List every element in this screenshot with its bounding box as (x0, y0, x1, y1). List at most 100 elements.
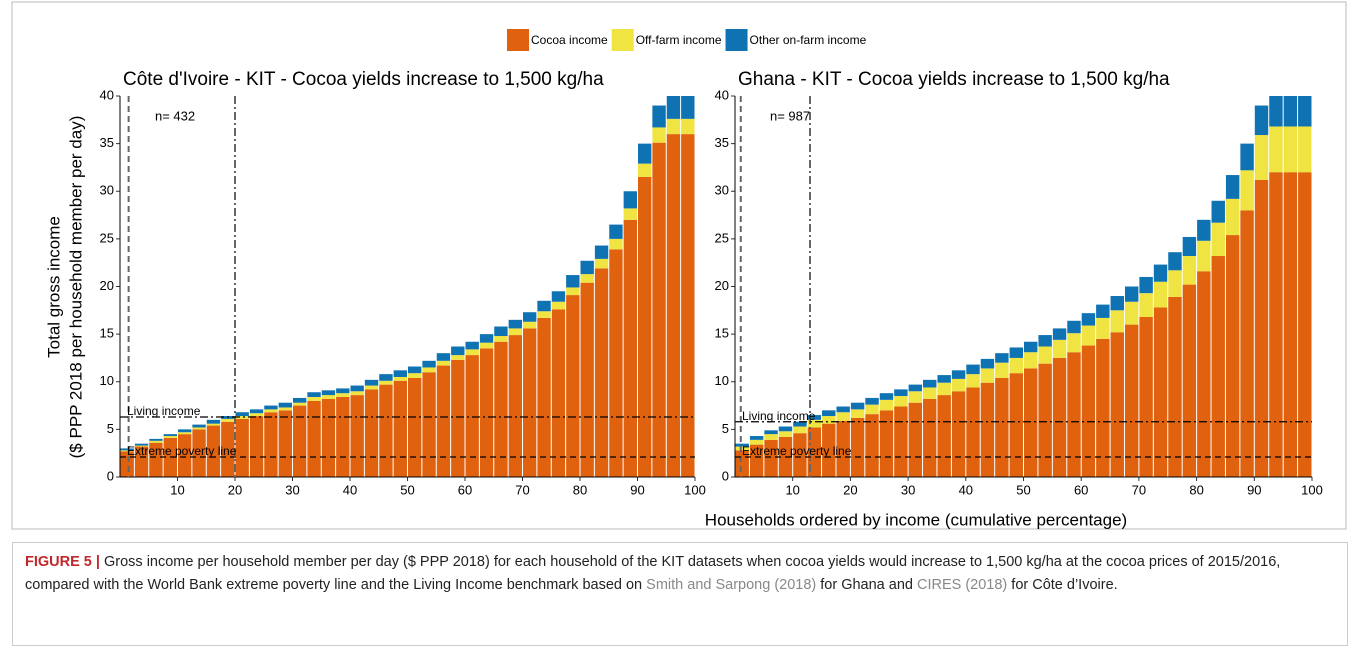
bar-segment (422, 360, 436, 368)
bar-segment (350, 395, 364, 477)
bar-segment (408, 366, 422, 374)
bar-segment (451, 359, 465, 477)
bar-segment (995, 362, 1009, 378)
caption-reference: Smith and Sarpong (2018) (646, 577, 817, 593)
x-tick-label: 50 (1016, 482, 1030, 497)
bar-segment (221, 421, 235, 477)
bar-segment (551, 301, 566, 310)
bar-segment (1153, 264, 1168, 282)
bar-segment (206, 419, 221, 424)
bar-segment (235, 412, 249, 417)
bar-segment (764, 430, 778, 435)
bar-segment (206, 423, 221, 426)
bar-segment (321, 395, 336, 399)
y-tick-label: 10 (100, 373, 114, 388)
bar-segment (778, 426, 793, 432)
bar-segment (594, 268, 609, 477)
bar-segment (1067, 333, 1081, 353)
y-tick-label: 5 (107, 421, 114, 436)
caption-label: FIGURE 5 | (25, 554, 100, 570)
bar-segment (551, 309, 566, 477)
bar-segment (1225, 175, 1240, 199)
bar-segment (865, 414, 879, 477)
bar-segment (764, 439, 778, 477)
bar-segment (865, 404, 879, 415)
bar-segment (163, 436, 177, 438)
bar-segment (966, 374, 980, 388)
bar-segment (580, 260, 594, 275)
bar-segment (1298, 96, 1312, 127)
bar-segment (1024, 341, 1038, 353)
bar-segment (580, 274, 594, 283)
bar-segment (379, 380, 393, 385)
bar-segment (408, 377, 422, 477)
bar-segment (235, 418, 249, 477)
bar-segment (580, 282, 594, 477)
bar-segment (508, 319, 522, 329)
bar-segment (793, 426, 807, 434)
bar-segment (666, 134, 681, 477)
legend: Cocoa income Off-farm income Other on-farm… (507, 29, 867, 51)
bar-segment (494, 336, 508, 342)
bar-segment (293, 402, 307, 406)
bar-segment (923, 379, 937, 388)
bar-segment (1168, 270, 1182, 297)
bar-segment (908, 391, 923, 403)
bar-segment (594, 245, 609, 259)
bar-segment (836, 420, 850, 477)
bar-segment (178, 429, 192, 433)
bar-segment (937, 382, 951, 396)
bar-segment (1283, 172, 1298, 477)
bar-segment (551, 291, 566, 302)
bar-segment (850, 417, 865, 477)
bar-segment (850, 409, 865, 418)
x-tick-label: 100 (1301, 482, 1323, 497)
bar-segment (1211, 256, 1225, 477)
bar-segment (508, 335, 522, 477)
bar-segment (1038, 346, 1052, 364)
bar-segment (479, 348, 494, 477)
bar-segment (1168, 296, 1182, 477)
bar-segment (937, 395, 951, 477)
bar-segment (1240, 143, 1254, 171)
bar-segment (764, 434, 778, 440)
bar-segment (923, 398, 937, 477)
bar-segment (681, 96, 695, 119)
x-tick-label: 40 (343, 482, 357, 497)
bar-segment (1067, 320, 1081, 334)
bar-segment (778, 431, 793, 437)
bar-segment (120, 450, 134, 452)
x-tick-label: 10 (785, 482, 799, 497)
reference-label: Living income (127, 404, 201, 418)
bar-segment (206, 425, 221, 477)
panel-title: Côte d'Ivoire - KIT - Cocoa yields incre… (123, 69, 604, 90)
bar-segment (494, 326, 508, 337)
x-tick-label: 10 (170, 482, 184, 497)
y-tick-label: 35 (100, 135, 114, 150)
bar-segment (537, 317, 551, 477)
bar-segment (923, 387, 937, 399)
bar-segment (1052, 328, 1067, 340)
bar-segment (336, 388, 350, 394)
bar-segment (465, 355, 479, 477)
caption: FIGURE 5 | Gross income per household me… (12, 542, 1348, 646)
y-tick-label: 0 (107, 468, 114, 483)
bar-segment (1096, 338, 1110, 477)
bar-segment (451, 346, 465, 356)
bar-segment (1096, 304, 1110, 318)
bar-segment (393, 370, 407, 377)
bar-segment (1298, 172, 1312, 477)
x-tick-label: 90 (1247, 482, 1261, 497)
bar-segment (908, 402, 923, 477)
bar-segment (264, 405, 278, 410)
bar-segment (249, 409, 264, 414)
bar-segment (836, 406, 850, 413)
bar-segment (465, 341, 479, 350)
bar-segment (149, 442, 163, 477)
bar-segment (249, 413, 264, 417)
bar-segment (1052, 357, 1067, 477)
bar-segment (1038, 335, 1052, 347)
bar-segment (879, 399, 894, 411)
bar-segment (1139, 316, 1153, 477)
